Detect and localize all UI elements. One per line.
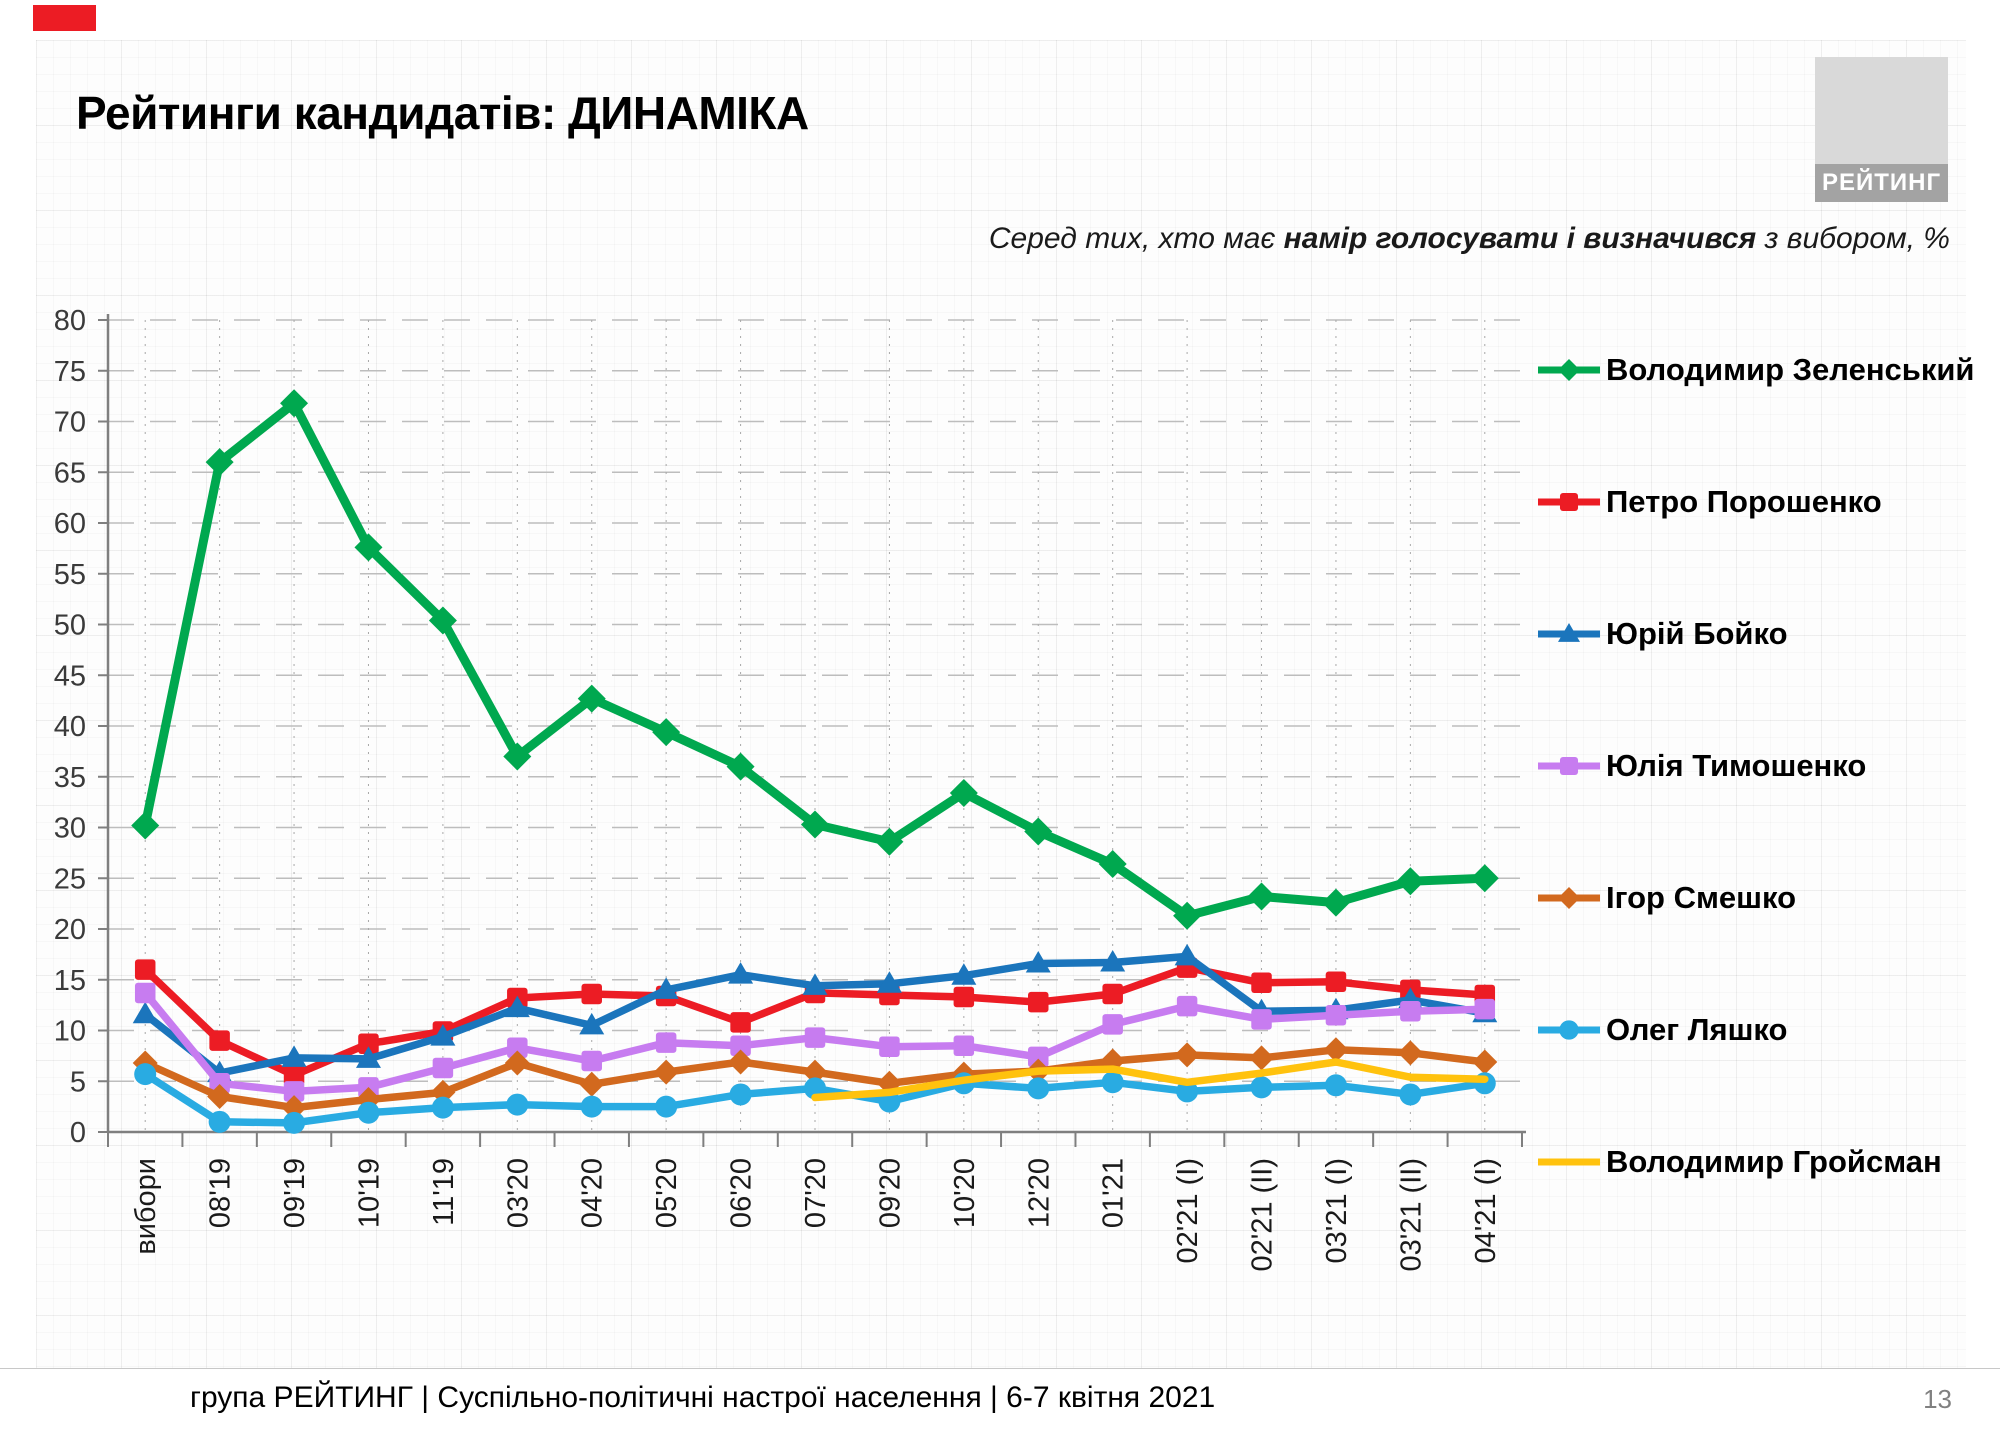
legend-label: Володимир Гройсман bbox=[1606, 1144, 1942, 1179]
legend-item-boyko: Юрій Бойко bbox=[1538, 614, 1990, 654]
legend-item-zelensky: Володимир Зеленський bbox=[1538, 350, 1990, 390]
svg-text:45: 45 bbox=[54, 660, 86, 692]
graph-paper-background bbox=[36, 40, 1966, 1368]
svg-text:10'19: 10'19 bbox=[353, 1158, 385, 1228]
poroshenko-marker-icon bbox=[1538, 492, 1600, 512]
svg-text:08'19: 08'19 bbox=[205, 1158, 237, 1228]
zelensky-marker-icon bbox=[1538, 359, 1600, 381]
groysman-marker-icon bbox=[1538, 1158, 1600, 1166]
smeshko-marker-icon bbox=[1538, 887, 1600, 909]
svg-text:55: 55 bbox=[54, 559, 86, 591]
svg-text:0: 0 bbox=[70, 1117, 86, 1149]
svg-text:20: 20 bbox=[54, 914, 86, 946]
svg-text:35: 35 bbox=[54, 762, 86, 794]
legend-item-tymoshenko: Юлія Тимошенко bbox=[1538, 746, 1990, 786]
legend-label: Олег Ляшко bbox=[1606, 1012, 1788, 1047]
subtitle-suffix: з вибором, % bbox=[1756, 222, 1950, 255]
subtitle-prefix: Серед тих, хто має bbox=[988, 222, 1284, 255]
svg-text:06'20: 06'20 bbox=[726, 1158, 758, 1228]
chart-subtitle: Серед тих, хто має намір голосувати і ви… bbox=[989, 222, 1950, 256]
svg-text:75: 75 bbox=[54, 356, 86, 388]
legend-label: Юрій Бойко bbox=[1606, 616, 1788, 651]
legend-label: Юлія Тимошенко bbox=[1606, 748, 1867, 783]
legend-label: Петро Порошенко bbox=[1606, 484, 1882, 519]
svg-text:вибори: вибори bbox=[130, 1158, 162, 1255]
legend-item-groysman: Володимир Гройсман bbox=[1538, 1142, 1990, 1182]
page-number: 13 bbox=[1923, 1384, 1952, 1414]
red-accent-rect bbox=[33, 5, 96, 31]
svg-text:05'20: 05'20 bbox=[651, 1158, 683, 1228]
tymoshenko-marker-icon bbox=[1538, 756, 1600, 776]
svg-text:09'19: 09'19 bbox=[279, 1158, 311, 1228]
svg-text:10: 10 bbox=[54, 1016, 86, 1048]
svg-text:65: 65 bbox=[54, 457, 86, 489]
svg-text:02'21 (I): 02'21 (I) bbox=[1172, 1158, 1204, 1263]
svg-text:04'21 (I): 04'21 (I) bbox=[1470, 1158, 1502, 1263]
lyashko-marker-icon bbox=[1538, 1020, 1600, 1040]
svg-text:25: 25 bbox=[54, 863, 86, 895]
svg-text:09'20: 09'20 bbox=[874, 1158, 906, 1228]
rating-logo: РЕЙТИНГ bbox=[1815, 57, 1948, 202]
boyko-marker-icon bbox=[1538, 623, 1600, 642]
page-title: Рейтинги кандидатів: ДИНАМІКА bbox=[76, 87, 809, 139]
svg-text:07'20: 07'20 bbox=[800, 1158, 832, 1228]
svg-text:80: 80 bbox=[54, 305, 86, 337]
legend-item-smeshko: Ігор Смешко bbox=[1538, 878, 1990, 918]
legend-item-poroshenko: Петро Порошенко bbox=[1538, 482, 1990, 522]
chart-legend: Володимир Зеленський Петро Порошенко Юрі… bbox=[1538, 350, 1990, 1274]
svg-text:10'20: 10'20 bbox=[949, 1158, 981, 1228]
svg-text:03'20: 03'20 bbox=[502, 1158, 534, 1228]
svg-text:70: 70 bbox=[54, 407, 86, 439]
svg-text:50: 50 bbox=[54, 610, 86, 642]
footer-text: група РЕЙТИНГ | Суспільно-політичні наст… bbox=[190, 1381, 1216, 1414]
svg-text:40: 40 bbox=[54, 711, 86, 743]
svg-text:03'21 (II): 03'21 (II) bbox=[1395, 1158, 1427, 1272]
svg-text:5: 5 bbox=[70, 1066, 86, 1098]
rating-logo-band: РЕЙТИНГ bbox=[1815, 164, 1948, 202]
subtitle-bold: намір голосувати і визначився bbox=[1283, 222, 1757, 255]
svg-text:01'21: 01'21 bbox=[1098, 1158, 1130, 1228]
svg-text:02'21 (II): 02'21 (II) bbox=[1247, 1158, 1279, 1272]
svg-text:04'20: 04'20 bbox=[577, 1158, 609, 1228]
svg-text:11'19: 11'19 bbox=[428, 1158, 460, 1226]
legend-label: Володимир Зеленський bbox=[1606, 352, 1975, 387]
svg-text:15: 15 bbox=[54, 965, 86, 997]
legend-label: Ігор Смешко bbox=[1606, 880, 1797, 915]
svg-text:60: 60 bbox=[54, 508, 86, 540]
legend-item-lyashko: Олег Ляшко bbox=[1538, 1010, 1990, 1050]
rating-logo-text: РЕЙТИНГ bbox=[1821, 169, 1942, 196]
svg-text:03'21 (I): 03'21 (I) bbox=[1321, 1158, 1353, 1263]
svg-text:12'20: 12'20 bbox=[1023, 1158, 1055, 1228]
footer-separator bbox=[0, 1368, 2000, 1369]
svg-text:30: 30 bbox=[54, 813, 86, 845]
